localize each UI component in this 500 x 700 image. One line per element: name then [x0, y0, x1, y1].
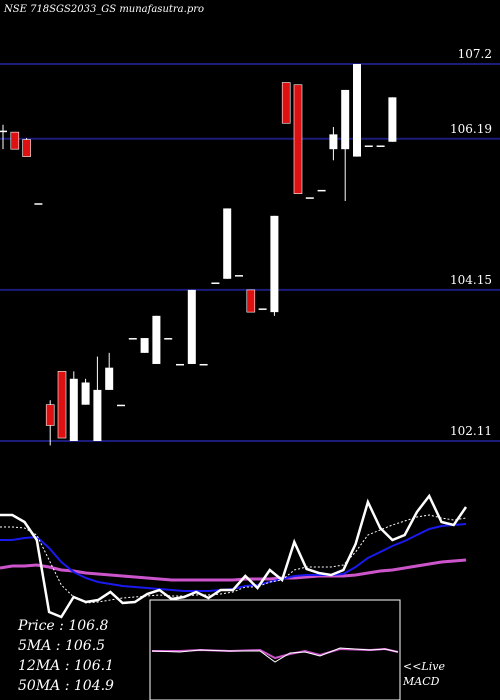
candle-2 — [22, 138, 31, 157]
candle-body-27 — [317, 189, 326, 192]
candle-15 — [176, 363, 184, 366]
candle-3 — [34, 203, 43, 205]
ma5-stat: 5MA : 106.5 — [18, 638, 105, 654]
candle-body-18 — [211, 282, 220, 284]
candle-14 — [164, 338, 173, 340]
candle-19 — [223, 208, 232, 279]
candle-7 — [81, 378, 90, 405]
candle-30 — [353, 64, 361, 157]
candle-body-21 — [246, 289, 256, 313]
candle-body-20 — [235, 275, 243, 277]
macd-label: MACD — [402, 675, 440, 688]
candle-13 — [152, 315, 161, 364]
candle-body-23 — [270, 215, 279, 313]
candle-33 — [388, 97, 397, 142]
candle-body-25 — [293, 84, 303, 194]
candle-6 — [69, 371, 78, 441]
candle-20 — [235, 275, 243, 277]
candle-body-0 — [0, 130, 7, 133]
price-line — [0, 493, 468, 619]
candle-18 — [211, 282, 220, 284]
candle-body-4 — [45, 404, 55, 426]
candle-body-28 — [329, 134, 338, 150]
candle-24 — [281, 82, 291, 124]
candle-body-7 — [81, 382, 90, 405]
candle-5 — [57, 371, 67, 439]
candle-0 — [0, 124, 7, 150]
candle-29 — [341, 89, 350, 202]
candle-body-11 — [128, 338, 137, 340]
price-axis-labels: 107.2 106.19 104.15 102.11 — [450, 47, 492, 438]
candle-17 — [199, 363, 208, 366]
candle-31 — [364, 145, 373, 147]
candle-body-33 — [388, 97, 397, 142]
candle-27 — [317, 189, 326, 192]
candle-body-19 — [223, 208, 232, 279]
candle-body-17 — [199, 363, 208, 366]
candle-22 — [258, 308, 267, 310]
candles — [0, 64, 397, 446]
candle-body-1 — [10, 131, 20, 150]
candle-32 — [376, 145, 385, 147]
y-tick-label-1: 106.19 — [450, 122, 492, 136]
price-stat: Price : 106.8 — [17, 618, 109, 634]
macd-line — [151, 647, 399, 663]
candle-body-24 — [281, 82, 291, 124]
y-tick-label-3: 102.11 — [450, 424, 492, 438]
candle-26 — [305, 197, 314, 199]
indicator-panel — [0, 493, 468, 619]
candle-body-10 — [117, 404, 125, 407]
candle-body-5 — [57, 371, 67, 439]
y-tick-label-2: 104.15 — [450, 273, 492, 287]
candle-9 — [105, 352, 114, 390]
ma50-stat: 50MA : 104.9 — [18, 678, 114, 694]
candle-body-14 — [164, 338, 173, 340]
candle-28 — [329, 126, 338, 161]
candle-11 — [128, 338, 137, 340]
y-tick-label-0: 107.2 — [458, 47, 492, 61]
candle-10 — [117, 404, 125, 407]
candle-body-3 — [34, 203, 43, 205]
ma12-stat: 12MA : 106.1 — [18, 658, 114, 674]
candle-body-2 — [22, 139, 31, 157]
ma50-line — [0, 558, 467, 582]
candle-body-32 — [376, 145, 385, 147]
candle-body-26 — [305, 197, 314, 199]
candle-body-6 — [69, 378, 78, 441]
candle-body-12 — [140, 338, 149, 353]
candle-body-15 — [176, 363, 184, 366]
chart-title: NSE 718SGS2033_GS munafasutra.pro — [3, 4, 204, 15]
candle-body-16 — [187, 289, 196, 364]
live-label: <<Live — [403, 660, 445, 673]
candle-23 — [270, 215, 279, 316]
candle-21 — [246, 289, 256, 313]
candle-body-31 — [364, 145, 373, 147]
candle-1 — [10, 131, 20, 150]
candle-body-8 — [93, 389, 102, 441]
candle-body-9 — [105, 367, 114, 390]
candle-8 — [93, 356, 102, 441]
candle-25 — [293, 84, 303, 194]
candle-body-13 — [152, 315, 161, 364]
candle-16 — [187, 289, 196, 364]
candle-body-30 — [353, 64, 361, 157]
candle-4 — [45, 400, 55, 446]
candle-body-29 — [341, 89, 350, 150]
candle-body-22 — [258, 308, 267, 310]
candle-12 — [140, 338, 149, 353]
